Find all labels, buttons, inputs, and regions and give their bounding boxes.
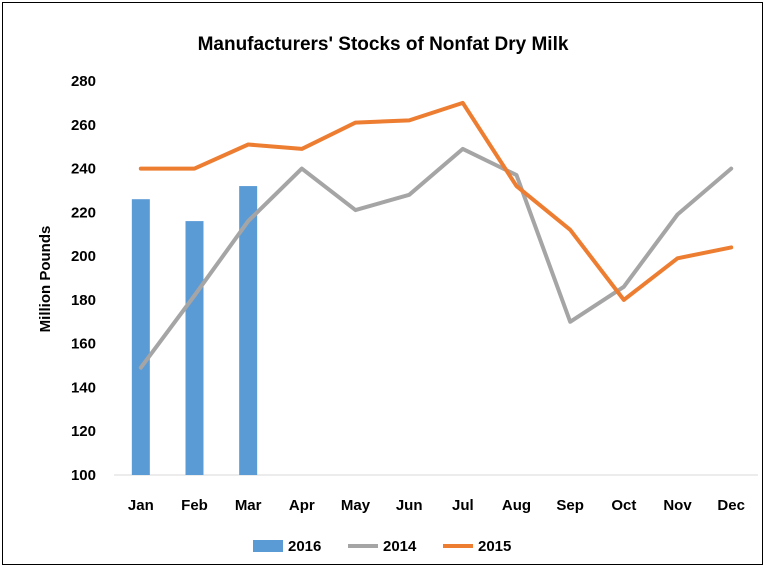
y-tick-label: 260	[71, 117, 96, 134]
legend-swatch-2016	[253, 540, 283, 552]
y-tick-label: 220	[71, 204, 96, 221]
y-tick-label: 100	[71, 467, 96, 484]
x-tick-label: Dec	[717, 497, 745, 514]
line-2015	[138, 100, 734, 302]
y-axis-label: Million Pounds	[37, 226, 54, 333]
x-tick-label: Feb	[181, 497, 208, 514]
legend-label-2015: 2015	[478, 538, 511, 555]
x-tick-label: May	[341, 497, 371, 514]
legend-label-2016: 2016	[288, 538, 321, 555]
legend-label-2014: 2014	[383, 538, 417, 555]
x-tick-label: Nov	[663, 497, 692, 514]
x-tick-label: Apr	[289, 497, 315, 514]
legend: 2016 2014 2015	[253, 538, 511, 555]
x-tick-label: Sep	[556, 497, 584, 514]
line-series	[138, 100, 734, 370]
y-tick-label: 200	[71, 248, 96, 265]
bar-2016	[131, 199, 150, 475]
line-2014	[138, 146, 734, 370]
chart-title: Manufacturers' Stocks of Nonfat Dry Milk	[198, 34, 569, 55]
x-tick-label: Aug	[502, 497, 531, 514]
x-tick-label: Jun	[396, 497, 423, 514]
bar-series	[131, 186, 258, 476]
y-tick-label: 180	[71, 292, 96, 309]
x-axis-ticks: Jan Feb Mar Apr May Jun Jul Aug Sep Oct Nov Dec	[128, 497, 745, 514]
y-tick-label: 120	[71, 423, 96, 440]
x-tick-label: Jul	[452, 497, 474, 514]
y-tick-label: 160	[71, 336, 96, 353]
y-tick-label: 240	[71, 161, 96, 178]
bar-2016	[185, 221, 204, 475]
x-tick-label: Mar	[235, 497, 262, 514]
bar-2016	[239, 186, 258, 476]
y-tick-label: 140	[71, 379, 96, 396]
x-tick-label: Jan	[128, 497, 154, 514]
y-axis-ticks: 100 120 140 160 180 200 220 240 260 280	[71, 73, 96, 484]
x-tick-label: Oct	[611, 497, 636, 514]
y-tick-label: 280	[71, 73, 96, 90]
